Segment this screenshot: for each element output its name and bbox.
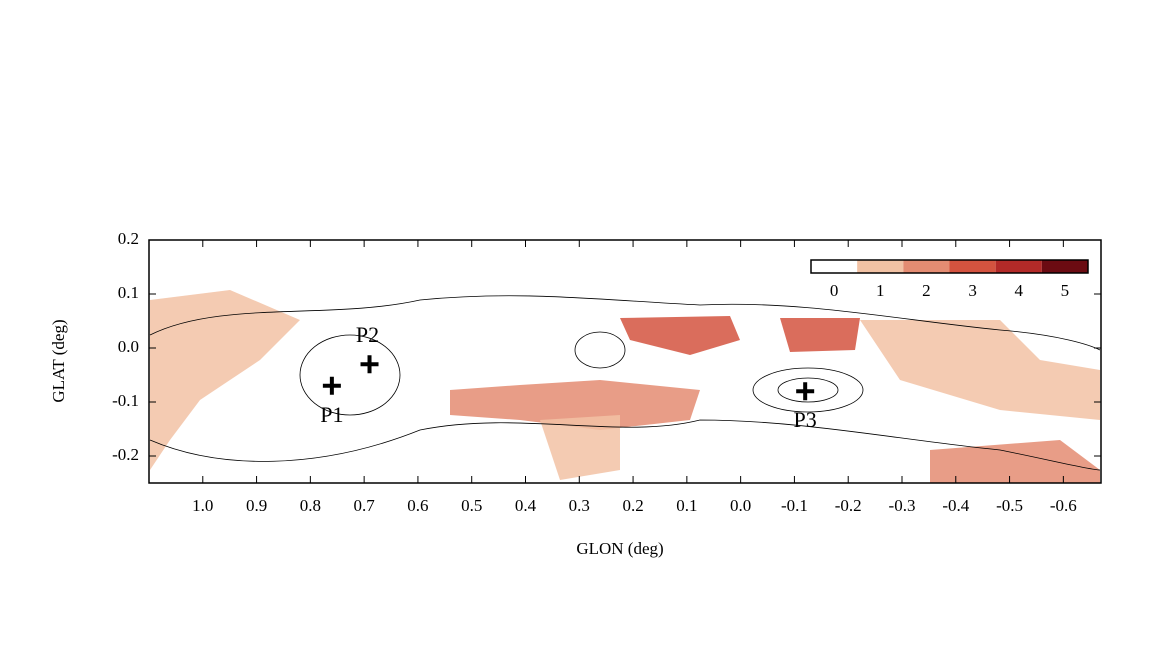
x-tick-label: -0.1 bbox=[781, 496, 808, 515]
colorbar-label: 4 bbox=[1015, 281, 1024, 300]
heat-patch bbox=[540, 415, 620, 480]
colorbar-segment bbox=[995, 260, 1042, 273]
colorbar-segment bbox=[857, 260, 904, 273]
peak-label: P2 bbox=[356, 322, 379, 347]
colorbar-label: 2 bbox=[922, 281, 931, 300]
x-tick-label: 0.0 bbox=[730, 496, 751, 515]
contours bbox=[149, 295, 1101, 471]
y-tick-label: 0.2 bbox=[118, 229, 139, 248]
colorbar-label: 3 bbox=[968, 281, 977, 300]
heat-patch bbox=[450, 380, 700, 430]
colorbar-segment bbox=[903, 260, 950, 273]
colorbar-label: 5 bbox=[1061, 281, 1070, 300]
y-tick-label: 0.1 bbox=[118, 283, 139, 302]
contour bbox=[149, 295, 1101, 351]
peak-marker bbox=[322, 376, 341, 395]
colorbar-frame bbox=[810, 259, 1089, 274]
y-axis-label: GLAT (deg) bbox=[49, 319, 68, 402]
x-tick-label: -0.6 bbox=[1050, 496, 1077, 515]
heat-patch bbox=[150, 290, 300, 470]
x-tick-label: -0.2 bbox=[835, 496, 862, 515]
x-tick-label: 0.1 bbox=[676, 496, 697, 515]
y-tick-label: -0.2 bbox=[112, 445, 139, 464]
contour bbox=[149, 419, 1101, 471]
contour bbox=[299, 334, 401, 416]
peak-label: P3 bbox=[794, 407, 817, 432]
peak-marker bbox=[360, 355, 379, 374]
heat-patch bbox=[620, 316, 740, 355]
x-tick-label: 0.4 bbox=[515, 496, 537, 515]
contour bbox=[777, 377, 839, 403]
colorbar-label: 1 bbox=[876, 281, 885, 300]
x-tick-label: 0.8 bbox=[300, 496, 321, 515]
y-tick-label: 0.0 bbox=[118, 337, 139, 356]
colorbar-segment bbox=[1041, 260, 1088, 273]
y-tick-label: -0.1 bbox=[112, 391, 139, 410]
peak-label: P1 bbox=[320, 402, 343, 427]
heat-patches bbox=[150, 290, 1100, 483]
colorbar-label: 0 bbox=[830, 281, 839, 300]
x-tick-label: 0.7 bbox=[354, 496, 376, 515]
x-axis-label: GLON (deg) bbox=[576, 539, 663, 558]
x-tick-label: 0.3 bbox=[569, 496, 590, 515]
x-tick-label: -0.4 bbox=[942, 496, 969, 515]
x-tick-label: 1.0 bbox=[192, 496, 213, 515]
colorbar-segment bbox=[949, 260, 996, 273]
colorbar-segment bbox=[811, 260, 858, 273]
x-tick-label: -0.5 bbox=[996, 496, 1023, 515]
x-tick-label: 0.6 bbox=[407, 496, 428, 515]
contour bbox=[574, 331, 626, 369]
x-tick-label: 0.9 bbox=[246, 496, 267, 515]
x-tick-label: -0.3 bbox=[889, 496, 916, 515]
heat-patch bbox=[780, 318, 860, 352]
plot-frame bbox=[148, 239, 1102, 484]
heat-patch bbox=[930, 440, 1100, 483]
peak-marker bbox=[796, 382, 815, 401]
contour bbox=[752, 367, 864, 413]
heat-patch bbox=[860, 320, 1100, 420]
x-tick-label: 0.5 bbox=[461, 496, 482, 515]
x-tick-label: 0.2 bbox=[622, 496, 643, 515]
